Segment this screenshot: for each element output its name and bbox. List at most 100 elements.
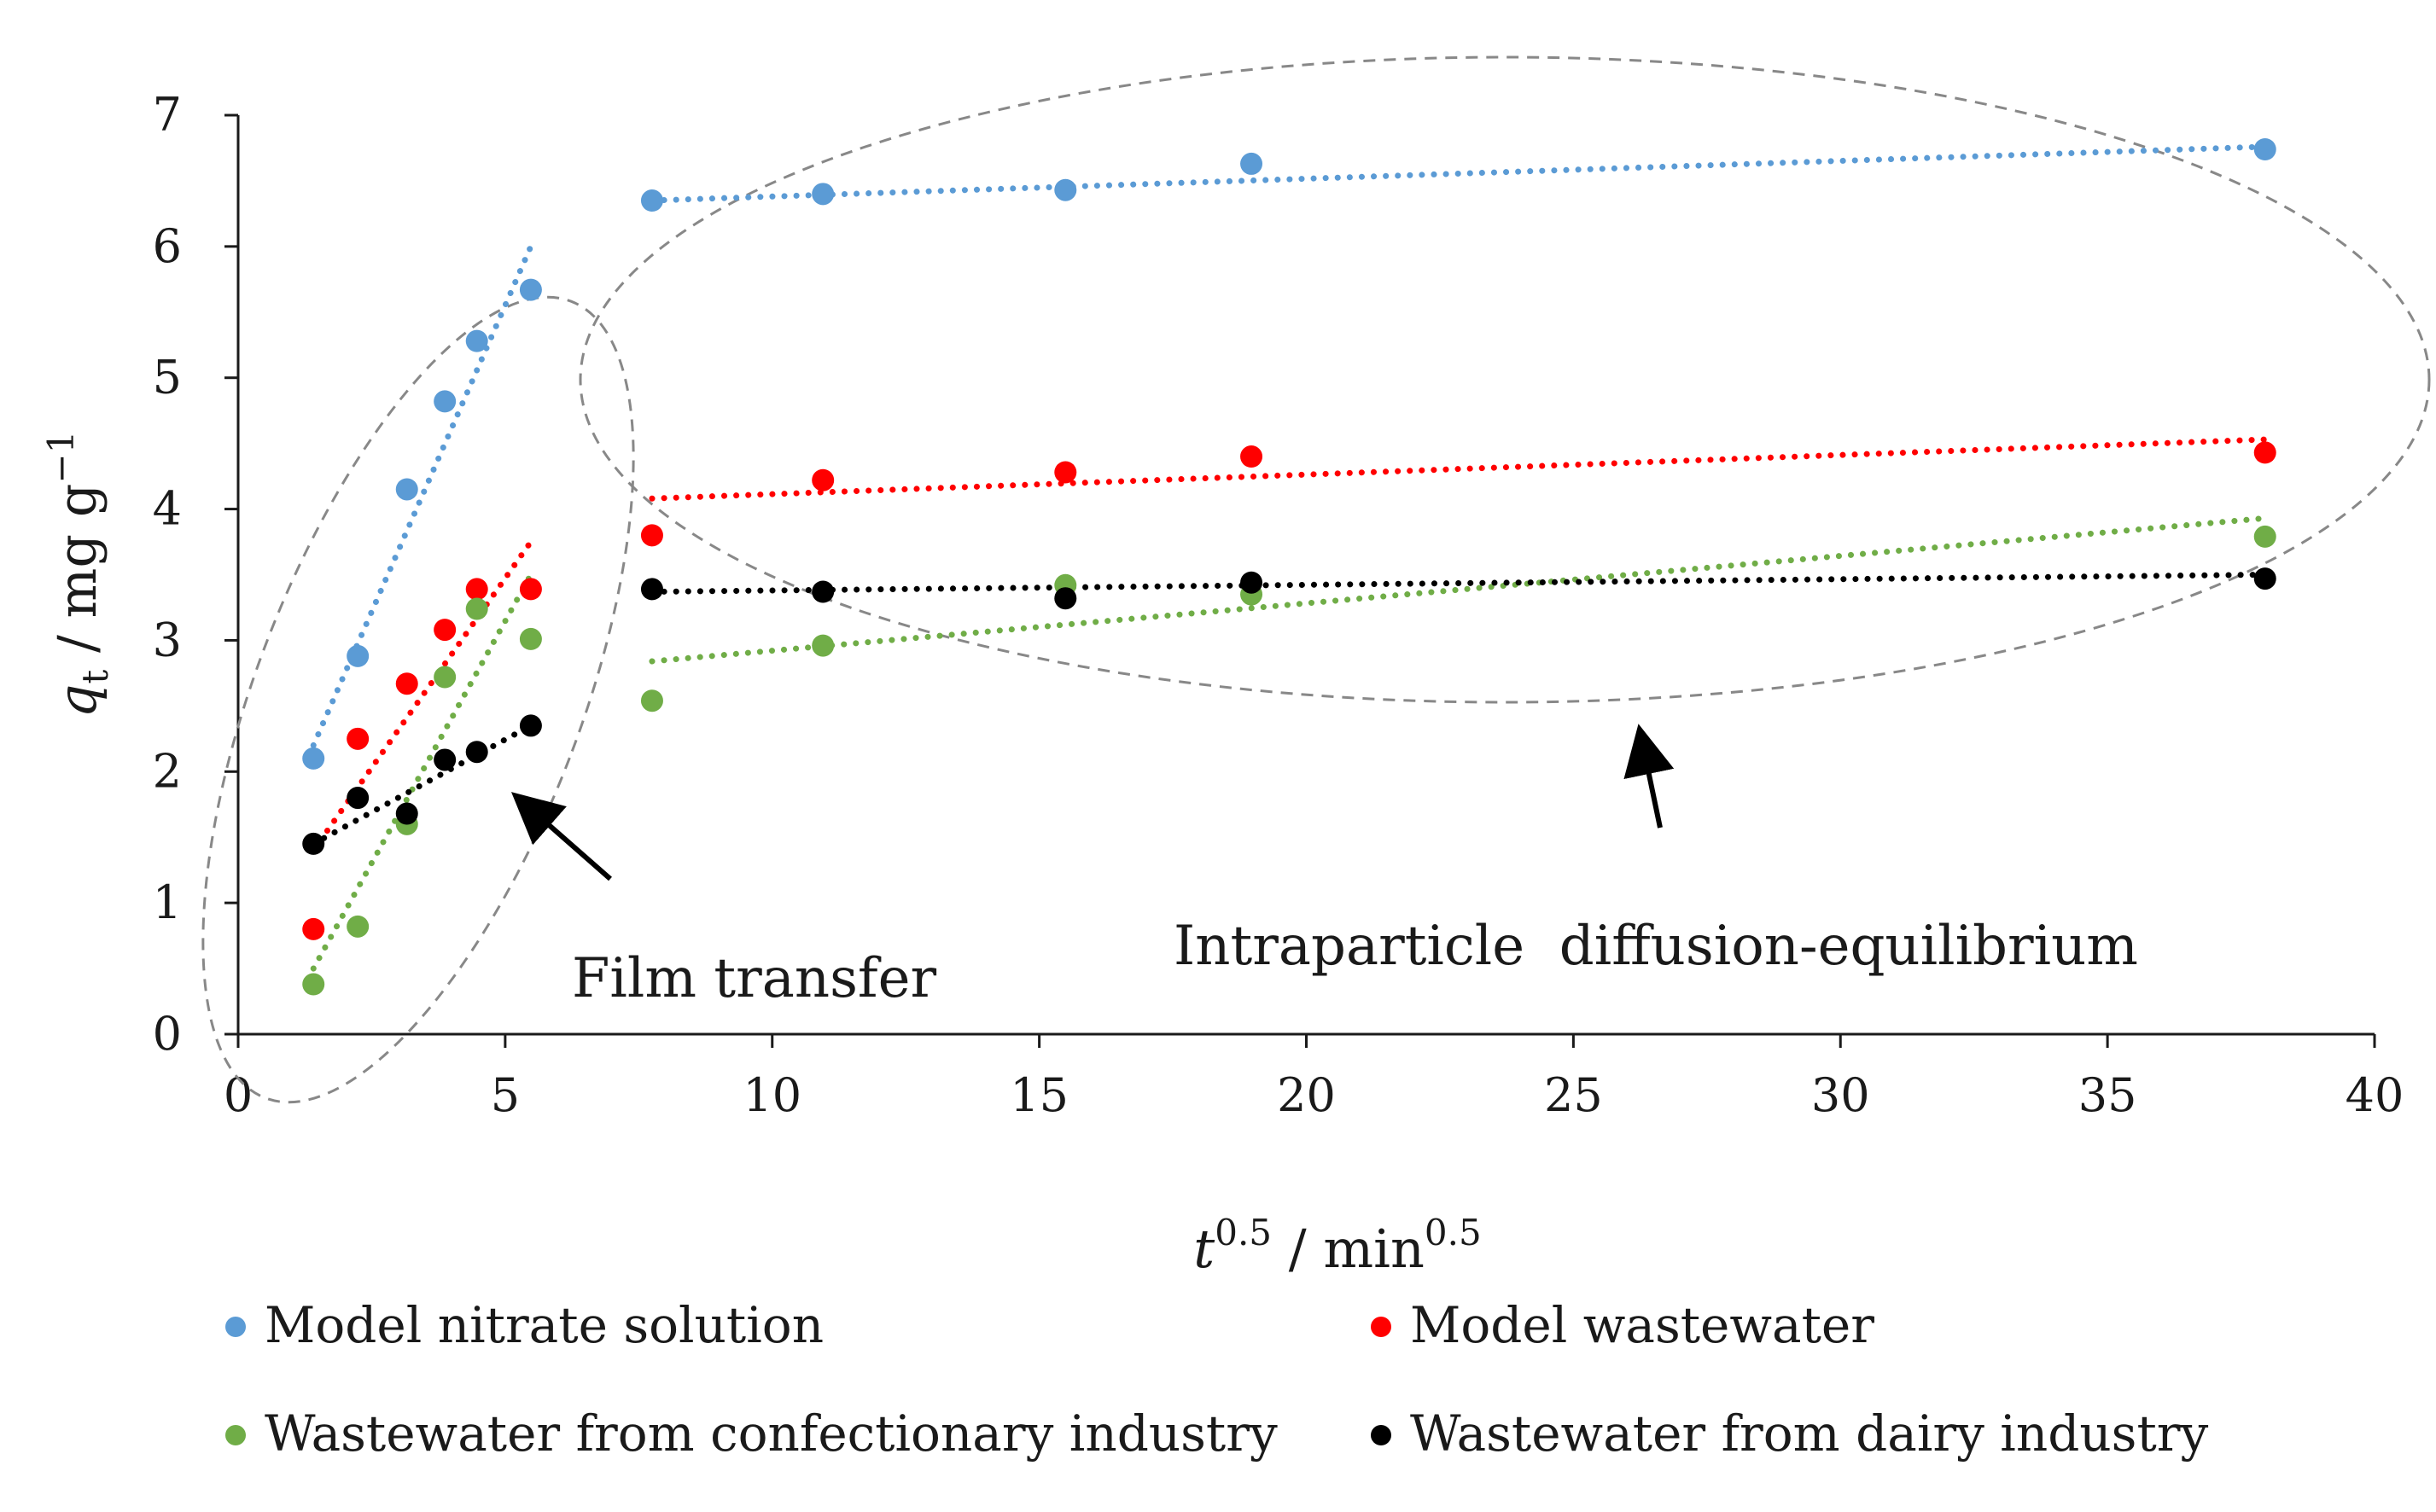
point-model-nitrate-solution (2253, 138, 2276, 161)
point-model-nitrate-solution (1054, 178, 1077, 201)
x-tick-label: 25 (1544, 1068, 1603, 1122)
intraparticle-arrow (1623, 724, 1675, 829)
intraparticle-label: Intraparticle diffusion-equilibrium (1174, 915, 2138, 978)
y-tick-label: 1 (153, 875, 182, 929)
point-model-nitrate-solution (302, 747, 325, 770)
point-model-wastewater (302, 917, 325, 940)
y-tick-label: 5 (153, 351, 182, 404)
x-tick-label: 30 (1811, 1068, 1870, 1122)
trendlines (310, 143, 2269, 972)
y-tick-label: 4 (153, 482, 182, 536)
x-tick-label: 40 (2346, 1068, 2404, 1122)
point-wastewater-from-confectionary-industry (302, 973, 325, 996)
y-axis-title-sub: t (74, 670, 116, 684)
x-tick-label: 15 (1010, 1068, 1069, 1122)
point-wastewater-from-dairy-industry (434, 748, 457, 771)
legend-label: Model wastewater (1410, 1296, 1874, 1354)
point-model-wastewater (1054, 461, 1077, 484)
point-model-wastewater (640, 524, 663, 547)
point-wastewater-from-dairy-industry (1054, 587, 1077, 610)
point-wastewater-from-confectionary-industry (812, 634, 835, 657)
trendline-intra-wastewater-from-dairy-industry (649, 572, 2269, 596)
point-wastewater-from-confectionary-industry (640, 689, 663, 712)
point-wastewater-from-dairy-industry (2253, 567, 2276, 590)
y-tick-label: 7 (153, 88, 182, 142)
point-wastewater-from-confectionary-industry (434, 666, 457, 689)
y-tick-label: 0 (153, 1007, 182, 1061)
x-axis-title-unit: min (1323, 1218, 1425, 1280)
point-wastewater-from-dairy-industry (519, 714, 542, 737)
x-tick-label: 5 (491, 1068, 520, 1122)
film-transfer-label: Film transfer (572, 947, 936, 1010)
point-model-nitrate-solution (640, 189, 663, 212)
legend: Model nitrate solution Model wastewater Wa… (225, 1296, 2208, 1463)
point-wastewater-from-confectionary-industry (2253, 525, 2276, 548)
point-wastewater-from-dairy-industry (302, 832, 325, 855)
point-model-nitrate-solution (347, 644, 370, 667)
x-tick-label: 0 (224, 1068, 253, 1122)
point-wastewater-from-dairy-industry (1240, 571, 1263, 594)
trendline-intra-model-wastewater (649, 436, 2269, 502)
x-tick-label: 35 (2078, 1068, 2137, 1122)
point-model-wastewater (395, 672, 418, 695)
y-tick-label: 2 (153, 744, 182, 798)
point-model-nitrate-solution (395, 478, 418, 501)
point-model-nitrate-solution (465, 329, 488, 352)
x-axis-title-unit-exp: 0.5 (1425, 1212, 1482, 1253)
y-tick-label: 3 (153, 613, 182, 666)
x-axis-title-exp: 0.5 (1215, 1212, 1272, 1253)
point-wastewater-from-dairy-industry (640, 578, 663, 601)
point-wastewater-from-confectionary-industry (519, 627, 542, 650)
legend-label: Model nitrate solution (265, 1296, 824, 1354)
point-model-nitrate-solution (434, 390, 457, 413)
y-axis-title-sep: / (46, 618, 108, 669)
trendline-intra-model-nitrate-solution (649, 143, 2269, 204)
point-model-wastewater (465, 578, 488, 601)
legend-label: Wastewater from confectionary industry (265, 1404, 1278, 1463)
point-wastewater-from-dairy-industry (395, 802, 418, 825)
legend-marker (225, 1425, 246, 1445)
point-wastewater-from-confectionary-industry (465, 597, 488, 620)
legend-marker (1371, 1317, 1391, 1337)
legend-label: Wastewater from dairy industry (1410, 1404, 2208, 1463)
point-wastewater-from-dairy-industry (347, 787, 370, 810)
point-wastewater-from-dairy-industry (812, 580, 835, 603)
x-axis-title-var: t (1193, 1218, 1215, 1280)
y-axis-title: qt / mg g−1 (40, 431, 116, 718)
trendline-film-model-wastewater (310, 538, 534, 854)
x-axis-title-sep: / (1272, 1218, 1323, 1280)
intraparticle-ellipse (579, 55, 2431, 704)
ticks (224, 113, 2376, 1048)
point-model-wastewater (434, 619, 457, 642)
legend-marker (225, 1317, 246, 1337)
point-model-wastewater (2253, 441, 2276, 464)
trendline-film-wastewater-from-confectionary-industry (310, 572, 534, 972)
legend-marker (1371, 1425, 1391, 1445)
tick-labels: 0 5 10 15 20 25 30 35 40 0 1 2 3 4 5 6 7 (153, 88, 2404, 1122)
point-wastewater-from-confectionary-industry (347, 915, 370, 938)
y-tick-label: 6 (153, 219, 182, 273)
point-model-wastewater (812, 468, 835, 491)
point-wastewater-from-dairy-industry (465, 741, 488, 764)
y-axis-title-unit: mg g (46, 484, 108, 619)
data-points (302, 138, 2276, 996)
point-model-nitrate-solution (812, 183, 835, 206)
y-axis-title-unit-exp: −1 (40, 431, 82, 484)
x-tick-label: 10 (743, 1068, 801, 1122)
trendline-intra-wastewater-from-confectionary-industry (649, 515, 2269, 665)
y-axis-title-var: q (46, 684, 108, 718)
point-model-wastewater (1240, 445, 1263, 468)
film-transfer-ellipse (201, 295, 635, 1104)
point-model-nitrate-solution (519, 278, 542, 301)
trendline-film-model-nitrate-solution (310, 243, 534, 749)
x-axis-title: t0.5 / min0.5 (1193, 1212, 1481, 1280)
point-model-nitrate-solution (1240, 152, 1263, 175)
trendline-film-wastewater-from-dairy-industry (310, 722, 534, 847)
point-model-wastewater (519, 578, 542, 601)
point-model-wastewater (347, 727, 370, 750)
film-transfer-arrow (510, 792, 612, 881)
axes (236, 115, 2375, 1036)
x-tick-label: 20 (1277, 1068, 1336, 1122)
